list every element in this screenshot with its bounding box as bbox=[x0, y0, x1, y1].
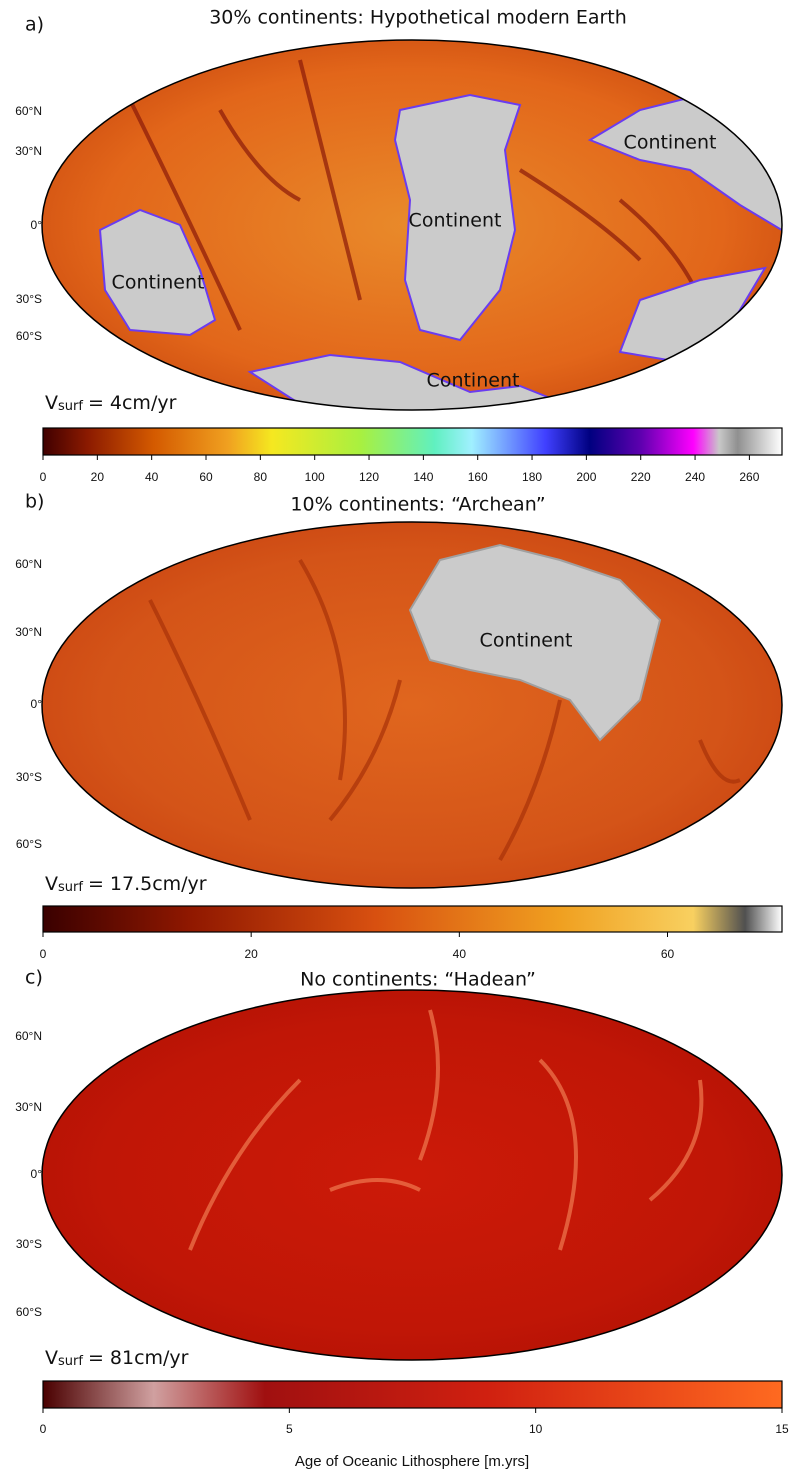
colorbar bbox=[42, 905, 783, 933]
colorbar-tick-label: 40 bbox=[453, 947, 467, 961]
latitude-label: 60°N bbox=[15, 104, 42, 118]
map-ocean bbox=[42, 522, 782, 888]
velocity-subscript: surf bbox=[58, 880, 83, 895]
surface-velocity: Vsurf = 4cm/yr bbox=[45, 392, 177, 414]
latitude-label: 0° bbox=[31, 218, 43, 232]
latitude-label: 60°N bbox=[15, 557, 42, 571]
latitude-label: 0° bbox=[31, 697, 43, 711]
velocity-symbol: V bbox=[45, 1347, 58, 1369]
colorbar-tick-label: 20 bbox=[91, 470, 105, 484]
map bbox=[42, 990, 782, 1360]
colorbar bbox=[42, 427, 783, 456]
annotation: Continent bbox=[480, 630, 573, 652]
colorbar-tick-label: 160 bbox=[468, 470, 488, 484]
latitude-label: 30°N bbox=[15, 625, 42, 639]
colorbar-tick-label: 60 bbox=[661, 947, 675, 961]
ridge bbox=[148, 599, 252, 821]
latitude-label: 0° bbox=[31, 1167, 43, 1181]
colorbar-tick-label: 10 bbox=[529, 1422, 543, 1436]
colorbar-tick-label: 0 bbox=[40, 1422, 47, 1436]
panel-label: b) bbox=[25, 491, 44, 513]
ridge bbox=[538, 1058, 578, 1251]
colorbar-tick-label: 0 bbox=[40, 947, 47, 961]
latitude-label: 60°N bbox=[15, 1029, 42, 1043]
velocity-value: = 17.5cm/yr bbox=[88, 873, 207, 895]
map-outline bbox=[41, 39, 783, 411]
map-outline bbox=[41, 521, 783, 889]
colorbar-tick-label: 0 bbox=[40, 470, 47, 484]
latitude-label: 60°S bbox=[16, 329, 42, 343]
colorbar-tick-label: 5 bbox=[286, 1422, 293, 1436]
colorbar-tick-label: 60 bbox=[199, 470, 213, 484]
colorbar-tick-label: 120 bbox=[359, 470, 379, 484]
x-axis-label: Age of Oceanic Lithosphere [m.yrs] bbox=[295, 1453, 529, 1470]
continent-shape bbox=[408, 543, 662, 742]
velocity-subscript: surf bbox=[58, 1354, 83, 1369]
colorbar-tick-label: 220 bbox=[631, 470, 651, 484]
latitude-label: 30°N bbox=[15, 1100, 42, 1114]
ridge bbox=[298, 558, 347, 781]
continent-shape bbox=[98, 208, 217, 337]
annotation: Continent bbox=[409, 210, 502, 232]
map-outline bbox=[41, 989, 783, 1361]
velocity-value: = 81cm/yr bbox=[88, 1347, 189, 1369]
panel-title: No continents: “Hadean” bbox=[300, 969, 536, 991]
ridge bbox=[498, 699, 562, 861]
latitude-label: 60°S bbox=[16, 837, 42, 851]
colorbar-tick-label: 180 bbox=[522, 470, 542, 484]
colorbar-tick-label: 240 bbox=[685, 470, 705, 484]
latitude-label: 30°S bbox=[16, 770, 42, 784]
ridge bbox=[118, 79, 242, 331]
colorbar-tick-label: 80 bbox=[254, 470, 268, 484]
ridge bbox=[298, 59, 362, 301]
colorbar-tick-label: 140 bbox=[413, 470, 433, 484]
map-ocean bbox=[42, 990, 782, 1360]
colorbar-tick-label: 200 bbox=[576, 470, 596, 484]
colorbar-tick-label: 100 bbox=[305, 470, 325, 484]
ridge bbox=[698, 739, 741, 784]
velocity-symbol: V bbox=[45, 392, 58, 414]
ridge bbox=[648, 1079, 704, 1202]
ridge bbox=[328, 679, 402, 822]
ridge bbox=[418, 1009, 440, 1161]
velocity-subscript: surf bbox=[58, 399, 83, 414]
panel-label: a) bbox=[25, 14, 44, 36]
annotation: Continent bbox=[624, 132, 717, 154]
ridge bbox=[218, 109, 301, 202]
ridge bbox=[518, 168, 642, 262]
continent-shape bbox=[393, 93, 522, 342]
annotation: Continent bbox=[112, 272, 205, 294]
latitude-label: 30°S bbox=[16, 1237, 42, 1251]
annotation: Continent bbox=[427, 370, 520, 392]
panel-label: c) bbox=[25, 967, 43, 989]
velocity-symbol: V bbox=[45, 873, 58, 895]
surface-velocity: Vsurf = 81cm/yr bbox=[45, 1347, 189, 1369]
surface-velocity: Vsurf = 17.5cm/yr bbox=[45, 873, 207, 895]
colorbar-tick-label: 40 bbox=[145, 470, 159, 484]
colorbar-tick-label: 260 bbox=[739, 470, 759, 484]
colorbar-tick-label: 15 bbox=[775, 1422, 789, 1436]
colorbar bbox=[42, 1380, 783, 1409]
ridge bbox=[329, 1178, 421, 1192]
panel-title: 10% continents: “Archean” bbox=[290, 494, 545, 516]
ridge bbox=[188, 1078, 302, 1251]
latitude-label: 30°N bbox=[15, 144, 42, 158]
velocity-value: = 4cm/yr bbox=[88, 392, 177, 414]
map bbox=[42, 522, 782, 888]
latitude-label: 60°S bbox=[16, 1305, 42, 1319]
colorbar-tick-label: 20 bbox=[244, 947, 258, 961]
latitude-label: 30°S bbox=[16, 292, 42, 306]
panel-title: 30% continents: Hypothetical modern Eart… bbox=[209, 7, 627, 29]
